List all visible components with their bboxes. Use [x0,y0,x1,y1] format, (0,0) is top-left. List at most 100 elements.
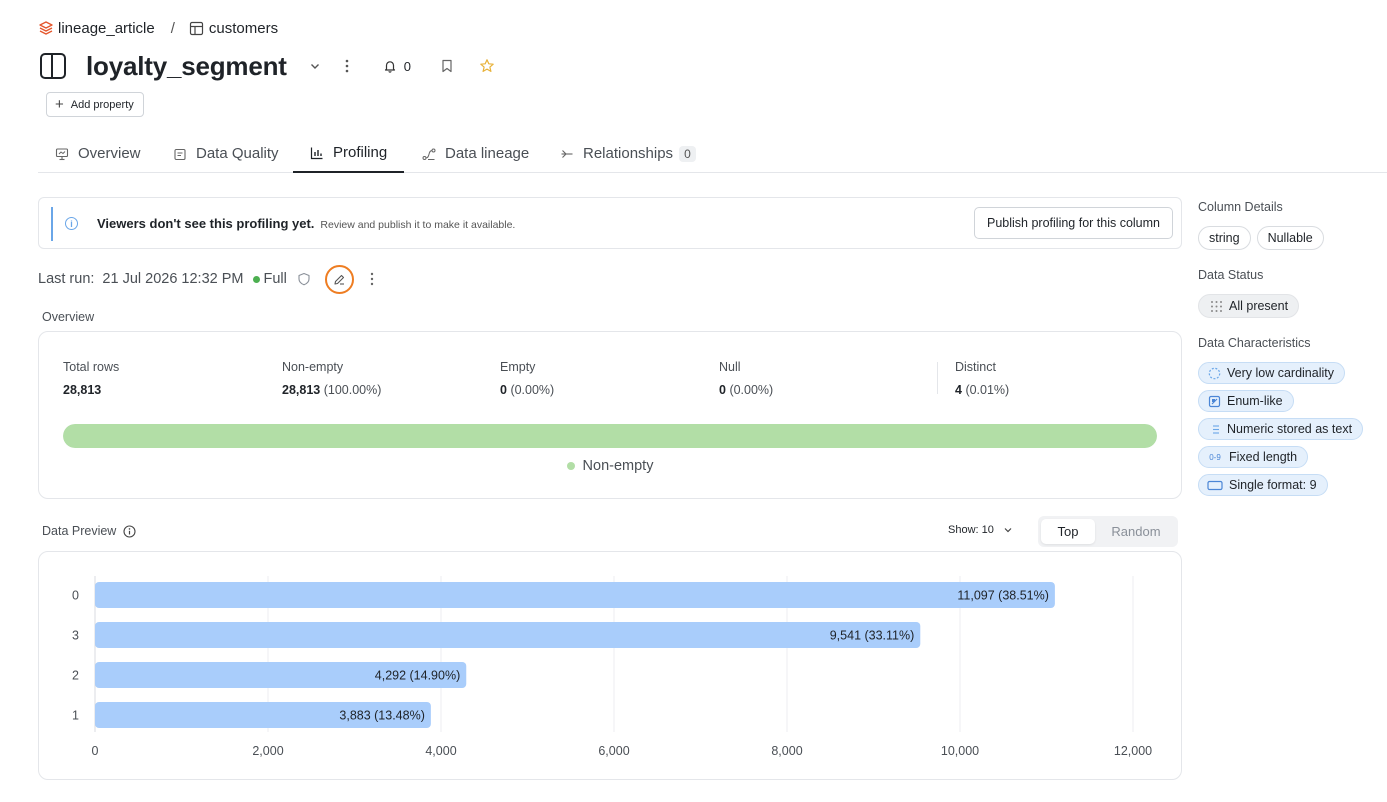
run-mode: Full [263,271,287,287]
publish-profiling-button[interactable]: Publish profiling for this column [974,207,1173,239]
column-details-chips: string Nullable [1198,226,1330,250]
tab-data-quality[interactable]: Data Quality [172,134,279,173]
nullable-chip: Nullable [1256,226,1324,250]
grid-dots-icon [1209,299,1223,313]
data-status-chips: All present [1198,294,1305,318]
type-chip: string [1198,226,1251,250]
x-tick-label: 12,000 [1114,744,1152,758]
overview-heading: Overview [42,310,95,324]
progress-fill [63,424,1157,448]
enum-icon [1207,394,1221,408]
stat-divider [937,362,938,394]
chevron-down-icon [1003,525,1013,535]
breadcrumb: lineage_article / customers [38,18,278,38]
data-characteristics-heading: Data Characteristics [1198,336,1311,350]
bar-value-label: 4,292 (14.90%) [375,669,460,683]
notifications-count: 0 [403,58,411,74]
characteristic-chip: Numeric stored as text [1198,418,1364,440]
stat-distinct: Distinct 4 (0.01%) [955,360,1010,397]
status-dot [252,275,260,283]
pencil-icon [334,274,344,285]
shield-icon[interactable] [297,272,311,286]
bar-chart-icon [309,145,325,161]
add-property-button[interactable]: + Add property [46,92,144,117]
x-tick-label: 4,000 [425,744,456,758]
breadcrumb-project[interactable]: lineage_article [58,19,155,37]
bar-value-label: 9,541 (33.11%) [830,629,915,643]
bar[interactable] [95,622,921,648]
lineage-icon [421,146,437,162]
chevron-down-icon[interactable] [309,60,321,72]
x-tick-label: 2,000 [252,744,283,758]
bar-value-label: 3,883 (13.48%) [339,709,424,723]
relationships-count: 0 [679,145,696,162]
characteristic-chip: Very low cardinality [1198,362,1345,384]
info-icon: i [65,217,78,230]
toggle-random[interactable]: Random [1111,524,1161,539]
more-vertical-icon[interactable] [345,59,349,73]
characteristic-chip: Single format: 9 [1198,474,1328,496]
notice-accent-bar [51,207,53,241]
overview-legend: Non-empty [39,458,1181,474]
format-icon [1207,478,1223,492]
notifications-button[interactable]: 0 [383,59,411,74]
stat-non-empty: Non-empty 28,813 (100.00%) [282,360,382,397]
table-icon [189,20,205,36]
stat-empty: Empty 0 (0.00%) [500,360,555,397]
last-run-date: 21 Jul 2026 12:32 PM [102,271,244,287]
last-run-label: Last run: [38,271,95,287]
bar[interactable] [95,582,1055,608]
tab-data-lineage[interactable]: Data lineage [421,134,529,173]
category-label: 2 [72,669,79,683]
tab-profiling[interactable]: Profiling [293,134,404,173]
star-icon[interactable] [479,58,495,74]
non-empty-progress-bar [63,424,1157,448]
bell-icon [384,61,395,73]
data-status-heading: Data Status [1198,268,1264,282]
digits-icon: 0-9 [1209,452,1221,462]
dashed-circle-icon [1207,366,1221,380]
category-label: 0 [72,589,79,603]
toggle-top[interactable]: Top [1041,519,1095,544]
page-title: loyalty_segment [86,50,287,81]
all-present-chip: All present [1198,294,1300,318]
data-characteristics-chips: Very low cardinality Enum-like Numeric s… [1198,362,1369,502]
x-tick-label: 8,000 [771,744,802,758]
relationship-icon [559,146,575,162]
notice-sub: Review and publish it to make it availab… [320,219,516,231]
value-distribution-chart: 0 2,000 4,000 6,000 8,000 10,000 12,000 0 11,097… [72,576,1152,758]
quality-icon [172,146,188,162]
overview-card: Total rows 28,813 Non-empty 28,813 (100.… [38,331,1182,499]
unpublished-notice: i Viewers don't see this profiling yet. R… [38,197,1182,249]
title-row: loyalty_segment 0 [40,48,495,84]
data-preview-chart-card: 0 2,000 4,000 6,000 8,000 10,000 12,000 0 11,097… [38,551,1182,780]
column-details-heading: Column Details [1198,200,1283,214]
top-random-toggle: Top Random [1038,516,1178,547]
column-panel-icon[interactable] [40,53,66,79]
category-label: 3 [72,629,79,643]
stat-total-rows: Total rows 28,813 [63,360,120,397]
tab-relationships[interactable]: Relationships 0 [559,134,696,173]
bar[interactable] [95,662,467,688]
show-count-select[interactable]: Show: 10 [948,524,1013,536]
tab-bar: Overview Data Quality Profiling Data lin… [38,134,1387,173]
edit-button[interactable] [324,264,354,294]
x-tick-label: 6,000 [598,744,629,758]
bookmark-icon[interactable] [441,59,453,73]
characteristic-chip: Enum-like [1198,390,1294,412]
plus-icon: + [55,96,64,113]
bar-value-label: 11,097 (38.51%) [957,589,1049,603]
bar[interactable] [95,702,431,728]
more-vertical-icon[interactable] [370,272,374,286]
x-tick-label: 10,000 [941,744,979,758]
last-run-row: Last run: 21 Jul 2026 12:32 PM Full [38,264,374,294]
characteristic-chip: 0-9 Fixed length [1198,446,1309,468]
category-label: 1 [72,709,79,723]
legend-label: Non-empty [582,458,654,474]
tab-overview[interactable]: Overview [54,134,141,173]
info-icon[interactable] [123,524,136,538]
layers-icon [38,20,54,36]
data-preview-heading: Data Preview [42,524,136,538]
breadcrumb-table[interactable]: customers [208,19,279,37]
stat-null: Null 0 (0.00%) [719,360,774,397]
